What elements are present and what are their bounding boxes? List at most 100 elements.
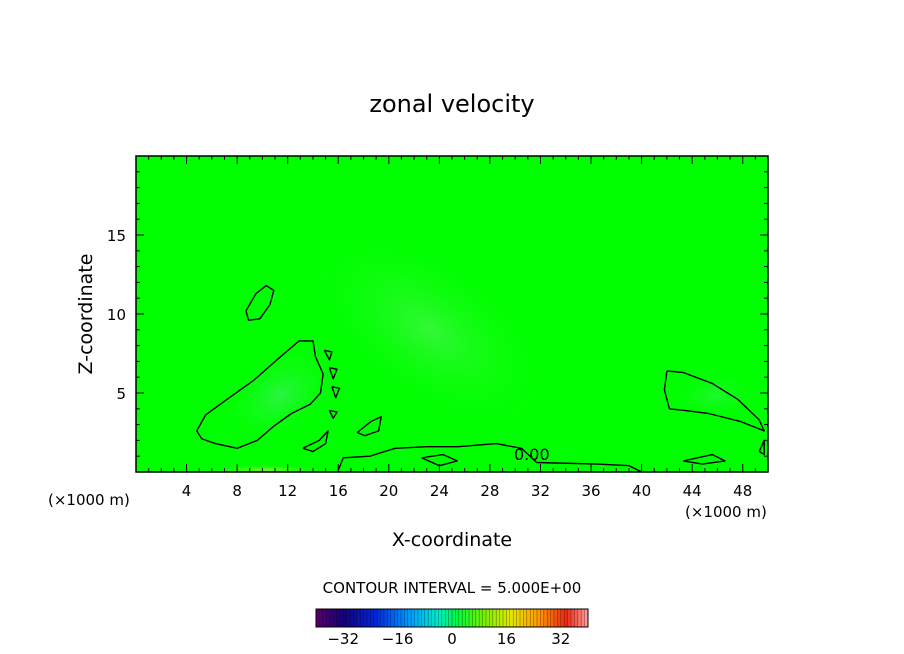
colorbar-cell xyxy=(577,609,582,627)
colorbar-cell xyxy=(387,609,392,627)
contour-small-blob-center xyxy=(421,453,458,467)
colorbar-cell xyxy=(390,609,395,627)
colorbar-cell xyxy=(414,609,419,627)
colorbar-cell xyxy=(486,609,490,627)
colorbar-cell xyxy=(343,609,347,627)
x-tick-label: 20 xyxy=(379,482,398,500)
colorbar-cell xyxy=(523,609,528,627)
colorbar-cell xyxy=(326,609,330,627)
x-tick-label: 16 xyxy=(329,482,348,500)
colorbar-cell xyxy=(557,609,562,627)
colorbar-cell xyxy=(455,609,460,627)
colorbar-cell xyxy=(407,609,412,627)
colorbar-cell xyxy=(554,609,558,627)
y-tick-label: 5 xyxy=(116,385,126,403)
y-axis-label: Z-coordinate xyxy=(75,254,97,375)
colorbar-cell xyxy=(373,609,378,627)
colorbar-cell xyxy=(560,609,565,627)
x-tick-label: 40 xyxy=(632,482,651,500)
colorbar-cell xyxy=(401,609,405,627)
colorbar-cell xyxy=(526,609,531,627)
contour-upper-small-loop xyxy=(245,284,275,321)
colorbar-tick-label: −16 xyxy=(382,630,414,648)
contour-chain-4 xyxy=(328,409,338,419)
colorbar-cell xyxy=(397,609,402,627)
contour-chain-3 xyxy=(331,386,341,399)
colorbar-cell xyxy=(520,609,524,627)
contour-chain-1 xyxy=(323,349,333,361)
colorbar-cell xyxy=(489,609,494,627)
colorbar-cell xyxy=(418,609,422,627)
x-tick-label: 36 xyxy=(581,482,600,500)
colorbar-cell xyxy=(346,609,351,627)
colorbar-cell xyxy=(411,609,415,627)
contour-right-loop xyxy=(663,370,765,432)
colorbar-cell xyxy=(319,609,324,627)
colorbar-cell xyxy=(424,609,429,627)
colorbar-cell xyxy=(333,609,337,627)
field-shading xyxy=(205,221,765,472)
colorbar-cell xyxy=(540,609,545,627)
contour-chain-2 xyxy=(328,367,338,380)
colorbar-tick-label: 16 xyxy=(497,630,516,648)
colorbar-cell xyxy=(567,609,572,627)
colorbar xyxy=(315,608,589,628)
colorbar-cell xyxy=(322,609,327,627)
colorbar-cell xyxy=(445,609,449,627)
contour-label: 0.00 xyxy=(514,445,550,464)
colorbar-cell xyxy=(336,609,341,627)
colorbar-cell xyxy=(499,609,504,627)
colorbar-cell xyxy=(394,609,398,627)
x-tick-label: 44 xyxy=(683,482,702,500)
x-tick-label: 12 xyxy=(278,482,297,500)
contour-edge-right-blob xyxy=(758,439,765,456)
x-axis-label: X-coordinate xyxy=(392,529,512,551)
colorbar-cell xyxy=(370,609,375,627)
colorbar-frame xyxy=(315,608,589,628)
contour-low-layer-band xyxy=(337,442,642,472)
colorbar-cell xyxy=(571,609,575,627)
colorbar-cell xyxy=(516,609,521,627)
zero-contour-lines xyxy=(196,284,765,472)
colorbar-cell xyxy=(452,609,456,627)
colorbar-cell xyxy=(462,609,466,627)
colorbar-tick-label: −32 xyxy=(327,630,359,648)
colorbar-cell xyxy=(421,609,426,627)
colorbar-cell xyxy=(316,609,320,627)
x-tick-label: 8 xyxy=(232,482,242,500)
colorbar-cell xyxy=(438,609,443,627)
colorbar-cell xyxy=(509,609,514,627)
x-axis-ticks: 4 8 12 16 20 24 28 32 36 40 44 48 xyxy=(148,156,756,500)
colorbar-cell xyxy=(543,609,548,627)
colorbar-cell xyxy=(503,609,507,627)
colorbar-cell xyxy=(584,609,589,627)
colorbar-cell xyxy=(506,609,511,627)
colorbar-cell xyxy=(465,609,470,627)
colorbar-cell xyxy=(367,609,371,627)
colorbar-cell xyxy=(435,609,439,627)
x-tick-label: 32 xyxy=(531,482,550,500)
colorbar-cell xyxy=(475,609,480,627)
colorbar-cell xyxy=(574,609,579,627)
colorbar-cell xyxy=(360,609,364,627)
colorbar-tick-labels: −32 −16 0 16 32 xyxy=(327,630,570,648)
x-tick-label: 24 xyxy=(430,482,449,500)
colorbar-cell xyxy=(458,609,463,627)
colorbar-cell xyxy=(404,609,409,627)
colorbar-cell xyxy=(431,609,436,627)
contour-bottom-right-blob xyxy=(683,453,726,465)
x-unit-left: (×1000 m) xyxy=(48,491,130,509)
colorbar-cell xyxy=(441,609,446,627)
colorbar-cell xyxy=(363,609,368,627)
colorbar-cell xyxy=(547,609,551,627)
surface-jet xyxy=(205,464,325,472)
negative-zone-right xyxy=(665,370,765,420)
weak-positive-zone xyxy=(298,221,562,439)
y-tick-label: 10 xyxy=(107,306,126,324)
contour-interval-text: CONTOUR INTERVAL = 5.000E+00 xyxy=(323,579,582,597)
colorbar-cell xyxy=(384,609,388,627)
colorbar-cell xyxy=(472,609,477,627)
contour-lower-small-loop xyxy=(302,430,329,453)
x-unit-right: (×1000 m) xyxy=(685,503,767,521)
